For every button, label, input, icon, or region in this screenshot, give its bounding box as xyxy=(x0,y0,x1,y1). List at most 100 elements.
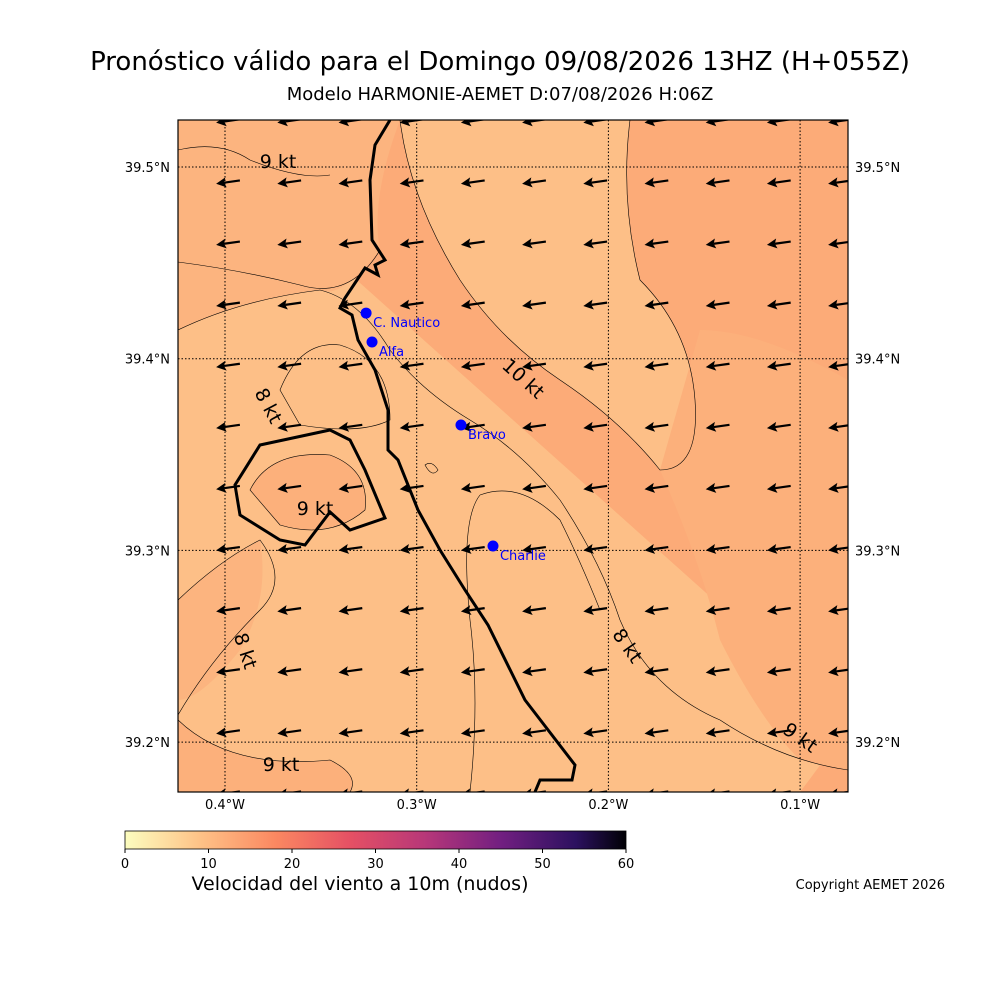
arrow-shaft xyxy=(285,668,302,673)
arrow-shaft xyxy=(713,240,730,245)
wind-arrow xyxy=(705,299,730,310)
arrow-head xyxy=(338,666,350,677)
wind-arrow xyxy=(644,544,669,554)
arrow-head xyxy=(705,666,717,677)
arrow-shaft xyxy=(346,484,363,490)
map-frame xyxy=(177,119,849,793)
wind-arrow xyxy=(460,360,485,371)
arrow-head xyxy=(399,544,411,554)
arrow-head xyxy=(766,788,778,792)
field-strong xyxy=(660,330,848,770)
arrow-shaft xyxy=(835,423,848,429)
arrow-head xyxy=(277,299,288,310)
arrow-head xyxy=(583,360,594,371)
arrow-head xyxy=(766,666,778,677)
colorbar-tick-label: 0 xyxy=(121,857,129,872)
wind-arrow xyxy=(644,360,669,371)
wind-arrow xyxy=(705,421,730,432)
arrow-head xyxy=(583,727,594,738)
arrow-shaft xyxy=(529,729,547,734)
arrow-head xyxy=(216,299,227,310)
arrow-head xyxy=(705,238,717,249)
arrow-shaft xyxy=(835,362,848,368)
arrow-head xyxy=(644,482,656,493)
lat-label: 39.2°N xyxy=(855,736,900,751)
arrow-head xyxy=(522,544,533,554)
wind-arrow xyxy=(338,421,363,432)
wind-arrow xyxy=(644,238,669,249)
arrow-shaft xyxy=(713,729,730,734)
arrow-head xyxy=(216,666,227,677)
arrow-shaft xyxy=(223,240,241,245)
lon-label: 0.2°W xyxy=(588,798,628,813)
wind-arrow xyxy=(644,605,669,616)
arrow-head xyxy=(766,177,778,188)
arrow-head xyxy=(522,360,533,371)
arrow-head xyxy=(399,120,411,127)
wind-arrow xyxy=(644,482,669,493)
arrow-shaft xyxy=(407,729,424,734)
station-marker xyxy=(487,540,499,552)
arrow-head xyxy=(522,788,533,792)
arrow-shaft xyxy=(529,607,547,612)
wind-arrow xyxy=(338,727,363,738)
arrow-shaft xyxy=(713,545,730,551)
title: Pronóstico válido para el Domingo 09/08/… xyxy=(90,47,910,77)
wind-arrow xyxy=(705,666,730,677)
arrow-head xyxy=(216,177,227,188)
arrow-shaft xyxy=(713,301,730,306)
wind-arrow xyxy=(828,605,848,616)
arrow-shaft xyxy=(835,179,848,184)
wind-arrow xyxy=(583,238,608,249)
wind-arrow xyxy=(766,238,791,249)
arrow-shaft xyxy=(468,607,485,612)
wind-arrow xyxy=(583,727,608,738)
wind-arrow xyxy=(828,788,848,792)
wind-arrow xyxy=(705,544,730,554)
arrow-head xyxy=(216,788,227,792)
arrow-shaft xyxy=(652,301,669,306)
arrow-shaft xyxy=(346,607,363,612)
arrow-head xyxy=(644,299,656,310)
arrow-shaft xyxy=(223,545,241,551)
arrow-head xyxy=(216,727,227,738)
arrow-shaft xyxy=(774,545,791,551)
wind-arrow xyxy=(277,421,302,432)
arrow-shaft xyxy=(774,240,791,245)
wind-arrow xyxy=(644,666,669,677)
colorbar-label: Velocidad del viento a 10m (nudos) xyxy=(192,873,529,895)
lat-label: 39.4°N xyxy=(855,353,900,368)
arrow-head xyxy=(766,120,778,127)
wind-arrow xyxy=(766,360,791,371)
arrow-head xyxy=(522,666,533,677)
wind-arrow xyxy=(522,299,547,310)
arrow-head xyxy=(583,544,594,554)
arrow-head xyxy=(460,482,472,493)
wind-arrow xyxy=(583,482,608,493)
arrow-shaft xyxy=(285,240,302,245)
arrow-shaft xyxy=(223,668,241,673)
arrow-head xyxy=(705,544,717,554)
field-medium xyxy=(178,120,400,330)
lat-label: 39.3°N xyxy=(855,544,900,559)
arrow-head xyxy=(460,421,472,432)
wind-arrow xyxy=(338,605,363,616)
wind-arrow xyxy=(828,482,848,493)
arrow-head xyxy=(338,605,350,616)
arrow-head xyxy=(399,421,411,432)
arrow-head xyxy=(399,605,411,616)
arrow-head xyxy=(828,605,839,616)
arrow-shaft xyxy=(835,729,848,734)
arrow-head xyxy=(828,544,839,554)
arrow-head xyxy=(338,177,350,188)
arrow-head xyxy=(460,727,472,738)
arrow-head xyxy=(766,544,778,554)
arrow-shaft xyxy=(652,240,669,245)
arrow-head xyxy=(522,299,533,310)
arrow-shaft xyxy=(468,301,485,306)
arrow-head xyxy=(828,788,839,792)
wind-arrow xyxy=(338,177,363,188)
arrow-head xyxy=(460,177,472,188)
arrow-shaft xyxy=(223,179,241,184)
